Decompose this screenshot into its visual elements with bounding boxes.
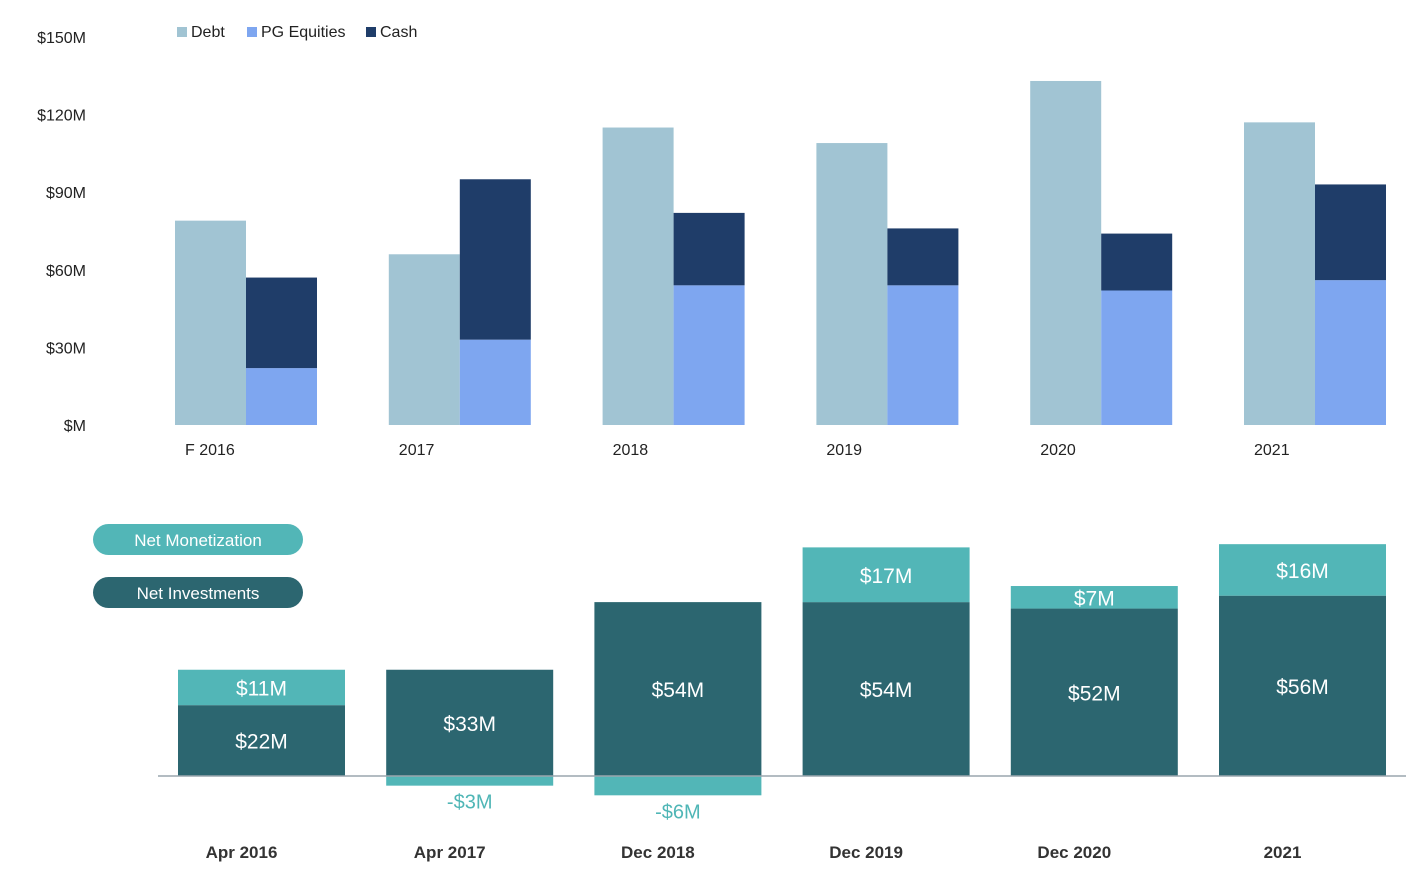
bar-net-investments bbox=[594, 602, 762, 776]
legend-label-net-investments: Net Investments bbox=[137, 584, 260, 603]
legend-label-cash: Cash bbox=[380, 24, 417, 41]
bar-net-monetization bbox=[178, 669, 345, 706]
x-category-label: 2017 bbox=[399, 442, 435, 459]
x-category-label: Dec 2020 bbox=[1037, 843, 1111, 862]
x-category-label: 2021 bbox=[1264, 843, 1302, 862]
bar-pg-equities bbox=[673, 285, 745, 425]
bar-cash bbox=[887, 228, 959, 286]
bar-cash bbox=[459, 179, 531, 340]
bar-pg-equities bbox=[887, 285, 959, 425]
bar-cash bbox=[673, 212, 745, 286]
bottom-bars: $11M $22M -$3M $33M -$6M $54M $17M $54M $7M $52M $… bbox=[178, 544, 1386, 823]
y-tick-label: $M bbox=[64, 418, 86, 435]
legend-pill-net-monetization bbox=[93, 524, 303, 555]
x-category-label: Dec 2018 bbox=[621, 843, 695, 862]
y-tick-label: $60M bbox=[46, 263, 86, 280]
bar-net-investments bbox=[178, 705, 345, 776]
legend-pill-net-investments bbox=[93, 577, 303, 608]
x-category-label: Apr 2017 bbox=[414, 843, 486, 862]
bar-net-monetization bbox=[802, 547, 970, 603]
data-label-net-investments: $54M bbox=[860, 679, 913, 702]
bar-net-monetization bbox=[386, 776, 554, 786]
x-category-label: Apr 2016 bbox=[206, 843, 278, 862]
bar-pg-equities bbox=[1101, 290, 1173, 425]
bar-cash bbox=[1315, 184, 1386, 281]
bottom-chart: Net Monetization Net Investments $11M $22M… bbox=[93, 524, 1406, 862]
bar-net-monetization bbox=[594, 776, 762, 796]
bar-net-monetization bbox=[1010, 586, 1178, 609]
legend-label-net-monetization: Net Monetization bbox=[134, 531, 262, 550]
bar-cash bbox=[1101, 233, 1173, 291]
x-category-label: 2021 bbox=[1254, 442, 1290, 459]
bar-pg-equities bbox=[1315, 280, 1386, 425]
bar-pg-equities bbox=[246, 368, 317, 425]
bar-cash bbox=[246, 277, 317, 369]
legend-swatch-debt bbox=[177, 27, 187, 37]
bar-net-investments bbox=[802, 602, 970, 776]
legend-swatch-cash bbox=[366, 27, 376, 37]
data-label-net-investments: $54M bbox=[652, 679, 705, 702]
bottom-legend: Net Monetization Net Investments bbox=[93, 524, 303, 608]
data-label-net-monetization: -$6M bbox=[655, 801, 701, 823]
legend-label-debt: Debt bbox=[191, 24, 225, 41]
data-label-net-monetization: -$3M bbox=[447, 792, 493, 814]
x-category-label: 2019 bbox=[826, 442, 862, 459]
data-label-net-monetization: $11M bbox=[236, 677, 287, 700]
legend-label-pg-equities: PG Equities bbox=[261, 24, 345, 41]
x-category-label: 2018 bbox=[613, 442, 649, 459]
bar-debt bbox=[602, 127, 674, 426]
x-category-label: F 2016 bbox=[185, 442, 235, 459]
data-label-net-investments: $22M bbox=[235, 731, 288, 754]
y-tick-label: $90M bbox=[46, 185, 86, 202]
top-chart: $M $30M $60M $90M $120M $150M Debt PG Equities… bbox=[37, 24, 1386, 459]
bar-debt bbox=[175, 220, 246, 425]
bottom-x-axis: Apr 2016 Apr 2017 Dec 2018 Dec 2019 Dec 2020… bbox=[206, 843, 1302, 862]
bar-net-investments bbox=[386, 669, 554, 776]
bar-debt bbox=[388, 254, 460, 425]
bar-debt bbox=[1244, 122, 1315, 426]
data-label-net-monetization: $17M bbox=[860, 565, 913, 588]
bar-net-monetization bbox=[1219, 544, 1386, 596]
bar-debt bbox=[1030, 80, 1102, 426]
data-label-net-monetization: $16M bbox=[1276, 560, 1329, 583]
x-category-label: 2020 bbox=[1040, 442, 1076, 459]
data-label-net-investments: $52M bbox=[1068, 682, 1121, 705]
top-bars bbox=[175, 80, 1386, 426]
top-x-axis: F 2016 2017 2018 2019 2020 2021 bbox=[185, 442, 1290, 459]
data-label-net-investments: $33M bbox=[443, 713, 496, 736]
y-tick-label: $120M bbox=[37, 108, 86, 125]
legend-swatch-pg-equities bbox=[247, 27, 257, 37]
top-legend: Debt PG Equities Cash bbox=[177, 24, 417, 41]
bar-net-investments bbox=[1219, 595, 1386, 776]
y-tick-label: $30M bbox=[46, 340, 86, 357]
x-category-label: Dec 2019 bbox=[829, 843, 903, 862]
y-tick-label: $150M bbox=[37, 30, 86, 47]
bar-pg-equities bbox=[459, 339, 531, 425]
data-label-net-investments: $56M bbox=[1276, 676, 1329, 699]
bar-debt bbox=[816, 143, 888, 425]
bar-net-investments bbox=[1010, 608, 1178, 776]
data-label-net-monetization: $7M bbox=[1074, 587, 1115, 610]
top-y-axis: $M $30M $60M $90M $120M $150M bbox=[37, 30, 86, 435]
